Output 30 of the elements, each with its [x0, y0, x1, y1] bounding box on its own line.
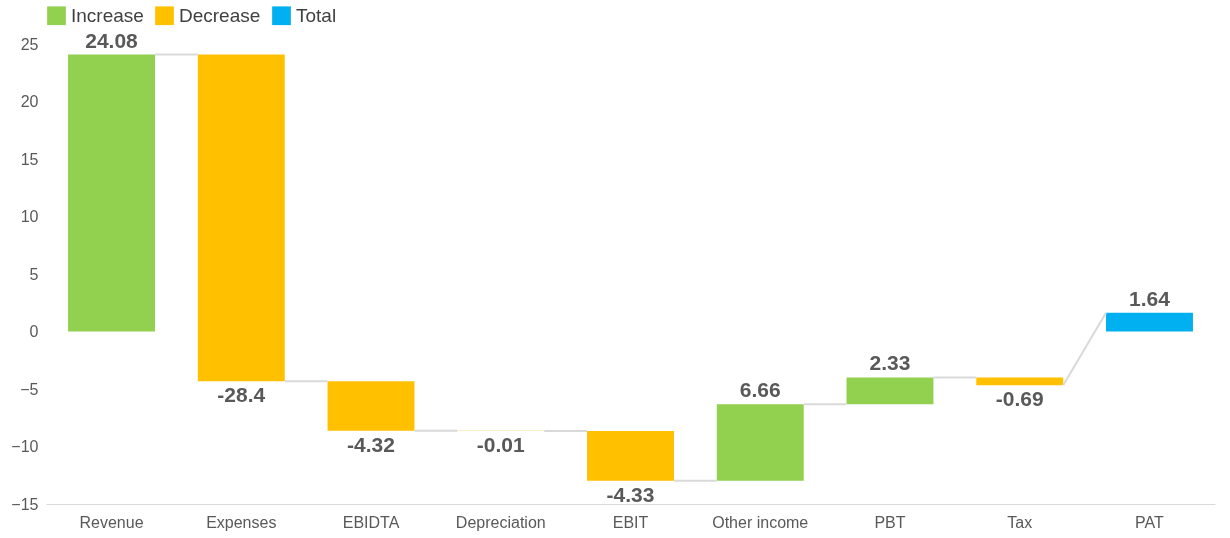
x-tick-label: EBIT — [612, 513, 649, 531]
x-tick-label: EBIDTA — [342, 513, 400, 531]
x-tick-label: PBT — [874, 513, 906, 531]
data-label: -0.69 — [995, 387, 1044, 411]
data-label: -4.33 — [606, 482, 655, 506]
data-label: 6.66 — [739, 378, 781, 402]
x-tick-label: Expenses — [206, 513, 277, 531]
data-label: -28.4 — [217, 383, 266, 407]
x-tick-label: Tax — [1007, 513, 1033, 531]
y-tick-label: 15 — [20, 150, 39, 168]
y-tick-label: 0 — [29, 323, 39, 340]
data-label: 24.08 — [85, 28, 139, 52]
legend-label: Increase — [71, 4, 144, 26]
y-tick-label: −10 — [11, 438, 39, 455]
y-tick-label: 20 — [20, 93, 39, 110]
y-tick-label: 5 — [29, 265, 39, 283]
data-label: 1.64 — [1129, 286, 1171, 310]
legend-label: Total — [296, 4, 337, 26]
x-tick-label: Revenue — [79, 513, 144, 531]
legend-label: Decrease — [179, 4, 261, 26]
y-tick-label: 25 — [20, 35, 39, 53]
data-label: 2.33 — [869, 351, 911, 375]
data-label: -0.01 — [476, 432, 525, 456]
x-tick-label: Other income — [712, 513, 809, 531]
x-tick-label: Depreciation — [455, 513, 546, 531]
y-tick-label: −5 — [20, 380, 39, 398]
x-tick-label: PAT — [1135, 513, 1165, 531]
y-tick-label: 10 — [20, 208, 39, 225]
data-label: -4.32 — [347, 432, 395, 456]
y-tick-label: −15 — [11, 495, 39, 513]
